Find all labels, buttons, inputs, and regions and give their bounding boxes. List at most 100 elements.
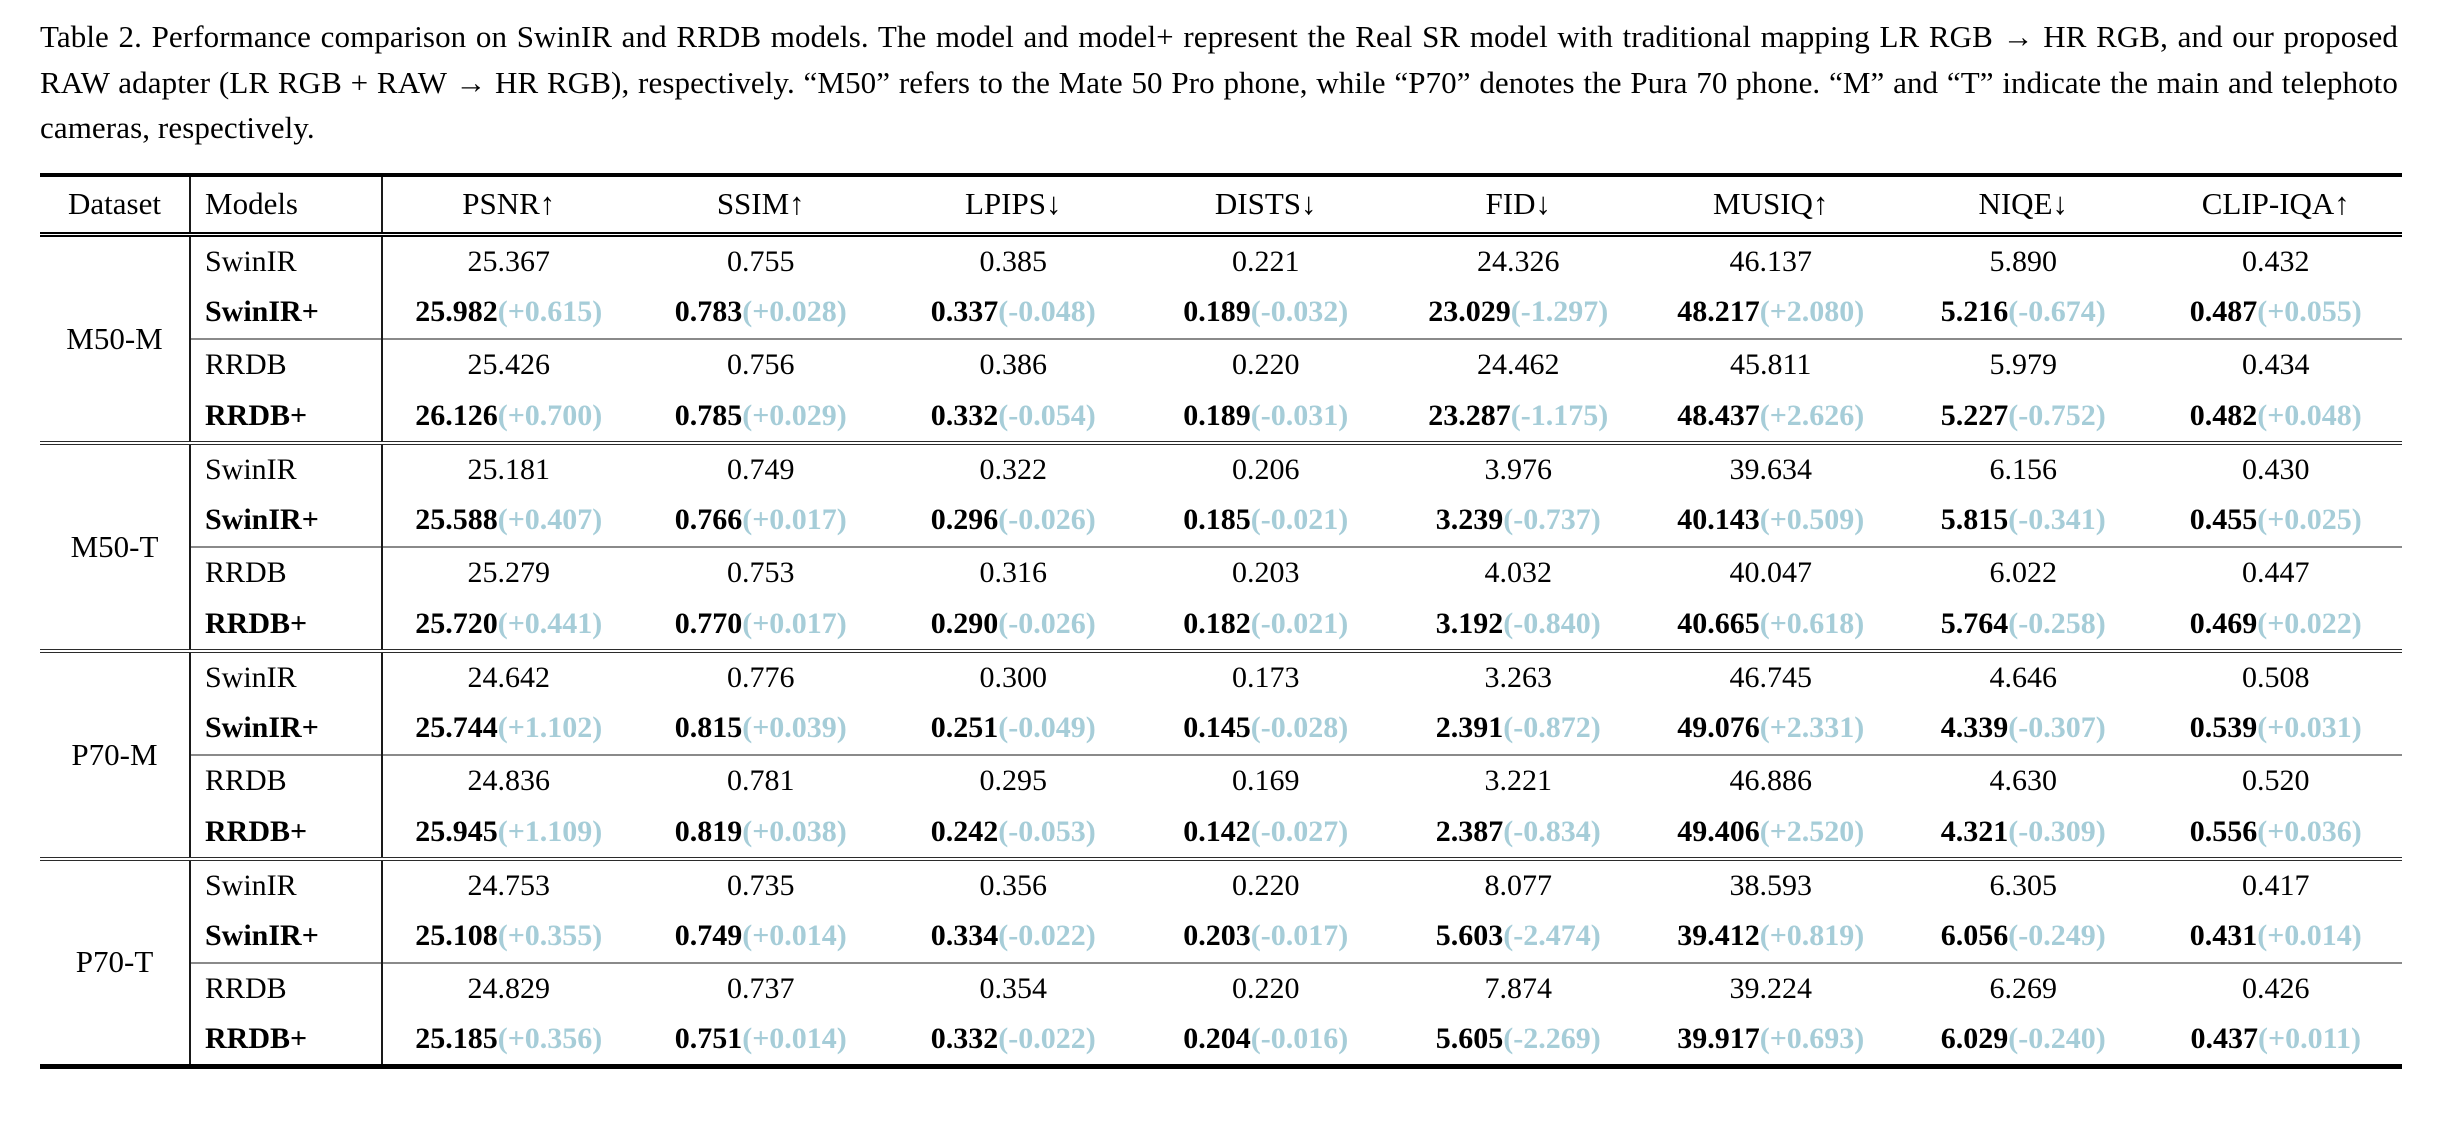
metric-value: 0.776 (634, 648, 887, 703)
plus-value: 0.539 (2189, 711, 2258, 745)
col-header-musiq: MUSIQ↑ (1644, 174, 1897, 238)
delta-value: (+0.615) (497, 295, 603, 329)
table-row: RRDB+ 25.185(+0.356) 0.751(+0.014) 0.332(-… (40, 1014, 2402, 1067)
plus-value: 0.296 (930, 503, 999, 537)
plus-value: 39.412 (1677, 919, 1760, 953)
delta-value: (+0.693) (1759, 1022, 1865, 1056)
plus-value: 26.126 (415, 398, 498, 432)
metric-value: 38.593 (1644, 856, 1897, 911)
delta-value: (-0.307) (2008, 711, 2106, 745)
plus-value: 48.217 (1677, 295, 1760, 329)
plus-value: 25.982 (415, 295, 498, 329)
table-row: RRDB+ 26.126(+0.700) 0.785(+0.029) 0.332(-… (40, 390, 2403, 443)
delta-value: (+2.626) (1759, 398, 1865, 432)
performance-table: Dataset Models PSNR↑ SSIM↑ LPIPS↓ DISTS↓… (40, 172, 2403, 1070)
metric-value: 0.482(+0.048) (2150, 391, 2403, 443)
delta-value: (-0.022) (998, 1022, 1096, 1056)
metric-value: 3.263 (1392, 648, 1645, 703)
metric-value: 0.783(+0.028) (635, 287, 888, 339)
metric-value: 48.217(+2.080) (1645, 287, 1898, 339)
metric-value: 0.539(+0.031) (2150, 703, 2403, 755)
plus-value: 0.189 (1183, 398, 1251, 432)
metric-value: 25.720(+0.441) (382, 599, 635, 651)
metric-value: 0.735 (634, 856, 887, 911)
metric-value: 5.764(-0.258) (1897, 599, 2150, 651)
metric-value: 0.487(+0.055) (2150, 287, 2403, 339)
metric-value: 6.269 (1897, 961, 2150, 1015)
delta-value: (+0.014) (742, 919, 847, 953)
metric-value: 0.145(-0.028) (1140, 703, 1393, 755)
delta-value: (+0.441) (497, 606, 603, 640)
metric-value: 0.185(-0.021) (1140, 495, 1393, 547)
table-row: P70-M SwinIR 24.642 0.776 0.300 0.173 3.263 4… (40, 648, 2402, 859)
metric-value: 0.203 (1139, 545, 1392, 599)
metric-value: 25.279 (382, 545, 635, 599)
table-row: RRDB 25.426 0.756 0.386 0.220 24.462 45.811 5.… (40, 337, 2402, 391)
metric-value: 0.142(-0.027) (1140, 807, 1393, 859)
model-label: RRDB+ (190, 598, 383, 651)
plus-value: 0.785 (674, 398, 743, 432)
metric-value: 25.744(+1.102) (382, 703, 635, 755)
model-label: RRDB (190, 545, 383, 599)
metric-value: 0.815(+0.039) (635, 703, 888, 755)
plus-value: 5.603 (1435, 919, 1504, 953)
plus-value: 0.431 (2189, 919, 2258, 953)
delta-value: (+0.356) (497, 1022, 603, 1056)
metric-value: 0.417 (2149, 856, 2402, 911)
plus-value: 0.751 (674, 1022, 743, 1056)
delta-value: (+0.048) (2257, 398, 2362, 432)
dataset-label: P70-T (40, 856, 191, 1067)
plus-value: 23.029 (1428, 295, 1511, 329)
delta-value: (-0.017) (1250, 919, 1349, 953)
plus-value: 5.605 (1435, 1022, 1504, 1056)
model-label: RRDB+ (190, 1014, 383, 1067)
plus-value: 0.783 (674, 295, 743, 329)
metric-value: 2.387(-0.834) (1392, 807, 1645, 859)
model-label: RRDB (190, 337, 383, 391)
metric-value: 25.367 (467, 244, 551, 278)
metric-value: 23.287(-1.175) (1392, 391, 1645, 443)
metric-value: 6.156 (1897, 440, 2150, 495)
metric-value: 24.753 (382, 856, 635, 911)
delta-value: (+0.039) (742, 711, 847, 745)
model-label: RRDB+ (190, 806, 383, 859)
metric-value: 0.386 (887, 337, 1140, 391)
metric-value: 48.437(+2.626) (1645, 391, 1898, 443)
delta-value: (-0.840) (1503, 606, 1601, 640)
metric-value: 24.829 (382, 961, 635, 1015)
metric-value: 40.143(+0.509) (1645, 495, 1898, 547)
metric-value: 0.520 (2149, 753, 2402, 807)
metric-value: 5.216(-0.674) (1897, 287, 2150, 339)
metric-value: 0.819(+0.038) (635, 807, 888, 859)
model-label: SwinIR+ (190, 286, 383, 339)
delta-value: (-1.175) (1510, 398, 1609, 432)
plus-value: 0.145 (1183, 711, 1251, 745)
plus-value: 0.142 (1183, 814, 1251, 848)
metric-value: 0.203(-0.017) (1140, 911, 1393, 963)
metric-value: 2.391(-0.872) (1392, 703, 1645, 755)
metric-value: 0.508 (2149, 648, 2402, 703)
metric-value: 6.056(-0.249) (1897, 911, 2150, 963)
col-header-models: Models (190, 174, 383, 238)
metric-value: 4.339(-0.307) (1897, 703, 2150, 755)
delta-value: (+0.028) (742, 295, 847, 329)
delta-value: (-0.309) (2008, 814, 2106, 848)
metric-value: 0.334(-0.022) (887, 911, 1140, 963)
metric-value: 5.979 (1897, 337, 2150, 391)
metric-value: 0.242(-0.053) (887, 807, 1140, 859)
metric-value: 0.189(-0.032) (1140, 287, 1393, 339)
metric-value: 0.173 (1139, 648, 1392, 703)
metric-value: 0.204(-0.016) (1140, 1015, 1393, 1067)
delta-value: (-0.021) (1250, 606, 1349, 640)
metric-value: 46.745 (1644, 648, 1897, 703)
metric-value: 5.890 (1989, 244, 2058, 278)
plus-value: 5.216 (1940, 295, 2009, 329)
plus-value: 5.815 (1940, 503, 2009, 537)
metric-value: 0.751(+0.014) (635, 1015, 888, 1067)
plus-value: 25.744 (415, 711, 498, 745)
delta-value: (-0.027) (1250, 814, 1349, 848)
plus-value: 49.406 (1677, 814, 1760, 848)
plus-value: 4.339 (1940, 711, 2009, 745)
plus-value: 25.945 (415, 814, 498, 848)
metric-value: 24.326 (1477, 244, 1560, 278)
